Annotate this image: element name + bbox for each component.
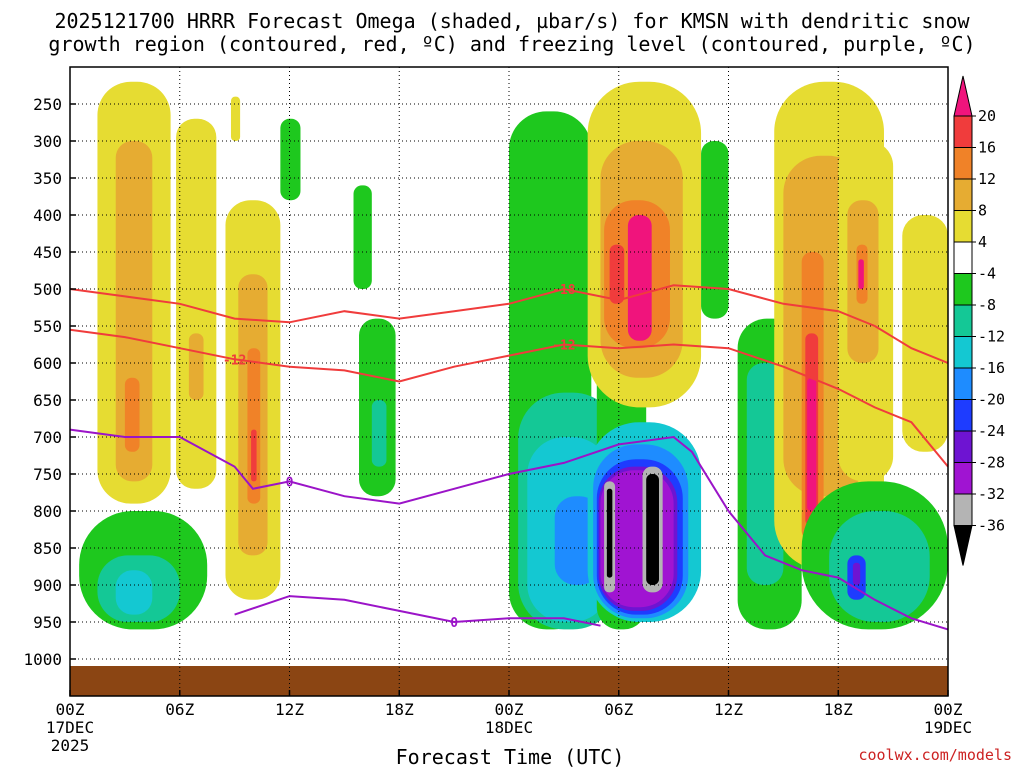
y-tick-label-400: 400 xyxy=(33,206,62,225)
omega-cell-2 xyxy=(124,377,140,452)
omega-cell-30 xyxy=(646,474,659,585)
omega-cell-47 xyxy=(858,259,864,289)
omega-cell-7 xyxy=(247,348,261,504)
colorbar-legend: 20 16 12 8 4 -4 -8 -12 -16 -20 -24 -28 -32 -36 xyxy=(953,75,1005,566)
omega-cell-48 xyxy=(902,215,948,452)
freezing-label-low: 0 xyxy=(450,616,458,631)
omega-cell-36 xyxy=(701,141,729,319)
omega-cell-16 xyxy=(115,570,153,615)
dgz-label-minus12b: -12 xyxy=(223,353,246,368)
colorbar-swatch-6 xyxy=(953,273,973,306)
y-tick-label-800: 800 xyxy=(33,502,62,521)
colorbar-label--36: -36 xyxy=(978,517,1005,535)
x-tick-label-6: 12Z xyxy=(714,700,743,719)
colorbar-swatch-8 xyxy=(953,336,973,369)
colorbar-label-8: 8 xyxy=(978,202,987,220)
omega-cell-10 xyxy=(280,118,301,201)
x-tick-date-0: 17DEC xyxy=(46,718,94,737)
dgz-label-minus12: -12 xyxy=(552,339,575,354)
x-tick-label-1: 06Z xyxy=(165,700,194,719)
x-tick-label-0: 00Z xyxy=(56,700,85,719)
x-tick-label-3: 18Z xyxy=(385,700,414,719)
colorbar-label--12: -12 xyxy=(978,328,1005,346)
dgz-contour-minus12 xyxy=(69,328,949,468)
x-tick-label-5: 06Z xyxy=(604,700,633,719)
freezing-label: 0 xyxy=(286,475,294,490)
chart-title-line2: growth region (contoured, red, ºC) and f… xyxy=(48,32,975,56)
colorbar-label-12: 12 xyxy=(978,170,996,188)
y-tick-label-850: 850 xyxy=(33,539,62,558)
colorbar-label--8: -8 xyxy=(978,296,996,314)
freezing-level-contour xyxy=(69,428,949,631)
colorbar-bottom-arrow xyxy=(953,525,973,566)
colorbar-swatch-1 xyxy=(953,115,973,148)
colorbar-label-20: 20 xyxy=(978,107,996,125)
y-tick-label-250: 250 xyxy=(33,95,62,114)
x-tick-year-0: 2025 xyxy=(51,736,90,755)
colorbar-swatch-5 xyxy=(953,241,973,274)
x-tick-label-7: 18Z xyxy=(824,700,853,719)
y-tick-label-600: 600 xyxy=(33,354,62,373)
colorbar-label--32: -32 xyxy=(978,485,1005,503)
y-tick-label-700: 700 xyxy=(33,428,62,447)
y-tick-label-950: 950 xyxy=(33,613,62,632)
y-tick-label-300: 300 xyxy=(33,132,62,151)
dgz-label-minus18: -18 xyxy=(552,283,576,298)
omega-cell-9 xyxy=(230,96,241,141)
y-tick-label-500: 500 xyxy=(33,280,62,299)
y-tick-label-450: 450 xyxy=(33,243,62,262)
colorbar-swatch-7 xyxy=(953,304,973,337)
colorbar-swatch-4 xyxy=(953,210,973,243)
omega-cell-35 xyxy=(609,244,625,304)
colorbar-label-4: 4 xyxy=(978,233,987,251)
omega-cell-52 xyxy=(852,562,861,585)
omega-cell-8 xyxy=(251,429,257,482)
y-tick-label-900: 900 xyxy=(33,576,62,595)
freezing-level-contour-low xyxy=(234,595,601,627)
x-tick-label-2: 12Z xyxy=(275,700,304,719)
colorbar-label--16: -16 xyxy=(978,359,1005,377)
colorbar-swatch-9 xyxy=(953,367,973,400)
omega-cell-50 xyxy=(829,511,930,622)
chart-title-line1: 2025121700 HRRR Forecast Omega (shaded, … xyxy=(54,9,970,33)
omega-cell-13 xyxy=(371,400,387,467)
y-tick-label-750: 750 xyxy=(33,465,62,484)
colorbar-label--28: -28 xyxy=(978,454,1005,472)
colorbar-swatch-13 xyxy=(953,493,973,526)
contour-lines: -18 -12 -12 0 0 xyxy=(69,283,949,631)
colorbar-swatch-10 xyxy=(953,399,973,432)
colorbar-swatch-11 xyxy=(953,430,973,463)
colorbar-label-16: 16 xyxy=(978,139,996,157)
colorbar-label--20: -20 xyxy=(978,391,1005,409)
omega-cell-43 xyxy=(807,377,817,511)
omega-cell-28 xyxy=(606,488,613,578)
omega-cell-4 xyxy=(188,333,204,400)
dgz-contour-minus18 xyxy=(69,284,949,364)
y-tick-label-350: 350 xyxy=(33,169,62,188)
y-tick-label-1000: 1000 xyxy=(23,650,62,669)
y-axis: 250 300 350 400 450 500 550 600 650 700 750 800 850 9… xyxy=(23,95,76,669)
credit-text: coolwx.com/models xyxy=(858,746,1012,764)
colorbar-top-arrow xyxy=(953,75,973,117)
colorbar-label--24: -24 xyxy=(978,422,1005,440)
colorbar-label--4: -4 xyxy=(978,265,996,283)
x-tick-date-4: 18DEC xyxy=(485,718,533,737)
omega-cell-3 xyxy=(176,118,217,489)
colorbar-swatch-3 xyxy=(953,178,973,211)
omega-cell-34 xyxy=(627,215,652,341)
x-tick-date-8: 19DEC xyxy=(924,718,972,737)
y-tick-label-550: 550 xyxy=(33,317,62,336)
x-axis-label: Forecast Time (UTC) xyxy=(396,745,625,768)
y-tick-label-650: 650 xyxy=(33,391,62,410)
x-tick-label-4: 00Z xyxy=(495,700,524,719)
x-tick-label-8: 00Z xyxy=(934,700,963,719)
colorbar-swatch-2 xyxy=(953,147,973,180)
omega-cell-11 xyxy=(353,185,372,289)
colorbar-swatch-12 xyxy=(953,462,973,495)
